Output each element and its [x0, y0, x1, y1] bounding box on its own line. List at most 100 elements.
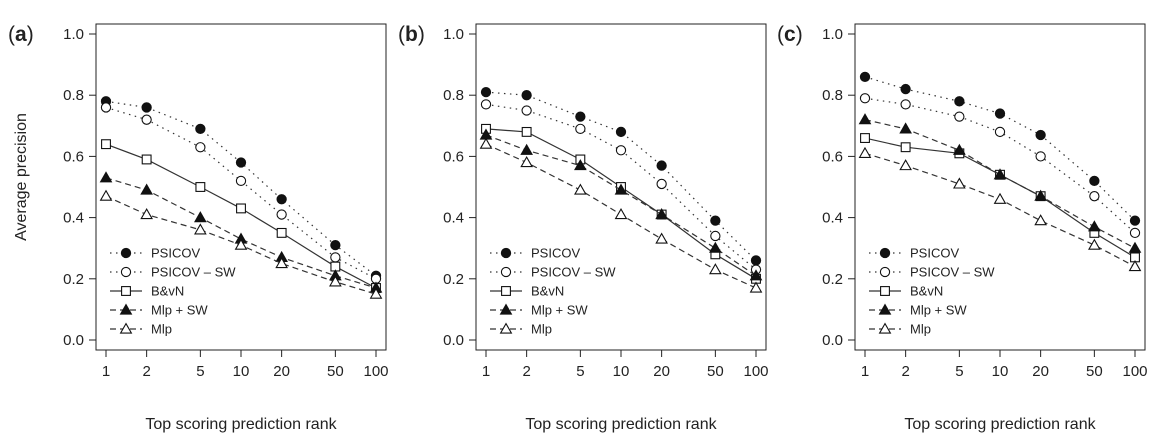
- y-tick-label: 0.8: [822, 87, 843, 104]
- data-point: [994, 108, 1006, 119]
- data-point: [276, 209, 287, 220]
- legend-item: Mlp: [869, 322, 931, 337]
- data-point: [749, 281, 763, 293]
- data-point: [329, 275, 342, 287]
- legend-marker: [119, 303, 133, 315]
- data-point: [656, 160, 667, 171]
- x-tick-label: 100: [1122, 363, 1147, 380]
- series-4: [479, 137, 763, 293]
- legend-item: PSICOV: [490, 246, 580, 261]
- data-point: [994, 126, 1006, 138]
- data-point: [141, 114, 152, 125]
- series-3: [858, 113, 1142, 253]
- data-point: [1089, 191, 1100, 202]
- data-point: [521, 126, 532, 137]
- data-point: [100, 102, 112, 113]
- data-point: [141, 154, 152, 165]
- data-point: [1089, 175, 1100, 187]
- legend-marker: [501, 286, 511, 296]
- series-1: [859, 93, 1141, 239]
- y-tick-label: 0.6: [63, 148, 84, 165]
- data-point: [574, 183, 587, 195]
- data-point: [614, 208, 628, 220]
- legend-marker: [500, 247, 512, 259]
- legend-marker: [121, 286, 131, 296]
- data-point: [520, 156, 533, 168]
- legend-item: B&vN: [869, 284, 943, 299]
- legend-label: PSICOV: [151, 246, 200, 261]
- legend-marker: [499, 303, 513, 315]
- data-point: [655, 208, 668, 220]
- series-4: [858, 146, 1142, 272]
- series-3: [99, 171, 383, 293]
- x-tick-label: 2: [142, 363, 150, 380]
- data-point: [614, 183, 628, 195]
- legend-marker: [878, 303, 892, 315]
- legend-label: Mlp + SW: [151, 303, 208, 318]
- legend-marker: [120, 247, 132, 259]
- panel-letter: c: [784, 23, 796, 46]
- x-tick-label: 1: [102, 363, 110, 380]
- legend-label: PSICOV – SW: [531, 265, 616, 280]
- panel-label: (c): [777, 23, 803, 46]
- data-point: [234, 238, 248, 250]
- data-point: [195, 142, 206, 153]
- data-point: [276, 227, 287, 238]
- legend-marker: [879, 247, 891, 259]
- data-point: [900, 83, 911, 95]
- panel-label: (a): [8, 23, 34, 46]
- x-axis-title: Top scoring prediction rank: [145, 416, 337, 433]
- legend-item: PSICOV: [869, 246, 959, 261]
- data-point: [480, 99, 492, 110]
- x-tick-label: 50: [1086, 363, 1103, 380]
- x-tick-label: 1: [482, 363, 490, 380]
- data-point: [954, 111, 965, 122]
- data-point: [194, 223, 207, 235]
- data-point: [140, 183, 153, 195]
- data-point: [750, 255, 762, 266]
- x-tick-label: 50: [707, 363, 724, 380]
- x-tick-label: 5: [576, 363, 584, 380]
- series-0: [100, 96, 382, 281]
- data-point: [1088, 220, 1101, 232]
- legend-item: PSICOV – SW: [490, 265, 616, 280]
- y-tick-label: 0.2: [443, 271, 464, 288]
- x-tick-label: 20: [653, 363, 670, 380]
- panel-letter: a: [15, 23, 27, 46]
- data-point: [99, 171, 113, 183]
- legend-label: PSICOV – SW: [151, 265, 236, 280]
- y-tick-label: 1.0: [822, 26, 843, 43]
- legend-marker: [499, 322, 513, 334]
- x-tick-label: 100: [743, 363, 768, 380]
- series-3: [479, 128, 763, 281]
- data-point: [194, 211, 207, 223]
- x-tick-label: 5: [955, 363, 963, 380]
- data-point: [615, 126, 627, 138]
- x-tick-label: 10: [613, 363, 630, 380]
- legend-item: Mlp + SW: [110, 303, 208, 318]
- legend-label: Mlp: [531, 322, 552, 337]
- data-point: [195, 123, 206, 135]
- series-4: [99, 189, 383, 299]
- data-point: [1034, 189, 1047, 201]
- data-point: [993, 192, 1007, 204]
- data-point: [1128, 260, 1142, 272]
- data-point: [953, 177, 966, 189]
- legend-marker: [878, 322, 892, 334]
- legend-item: Mlp: [110, 322, 172, 337]
- y-tick-label: 0.4: [822, 210, 843, 227]
- data-point: [615, 145, 627, 156]
- data-point: [953, 143, 966, 155]
- y-tick-label: 0.8: [443, 87, 464, 104]
- data-point: [1128, 241, 1142, 253]
- data-point: [101, 139, 111, 150]
- legend-marker: [120, 266, 132, 278]
- x-tick-label: 5: [196, 363, 204, 380]
- series-1: [480, 99, 762, 275]
- data-point: [521, 105, 532, 116]
- data-point: [899, 122, 912, 134]
- data-point: [235, 157, 247, 168]
- legend-label: Mlp + SW: [910, 303, 967, 318]
- legend-item: B&vN: [110, 284, 184, 299]
- data-point: [235, 175, 247, 187]
